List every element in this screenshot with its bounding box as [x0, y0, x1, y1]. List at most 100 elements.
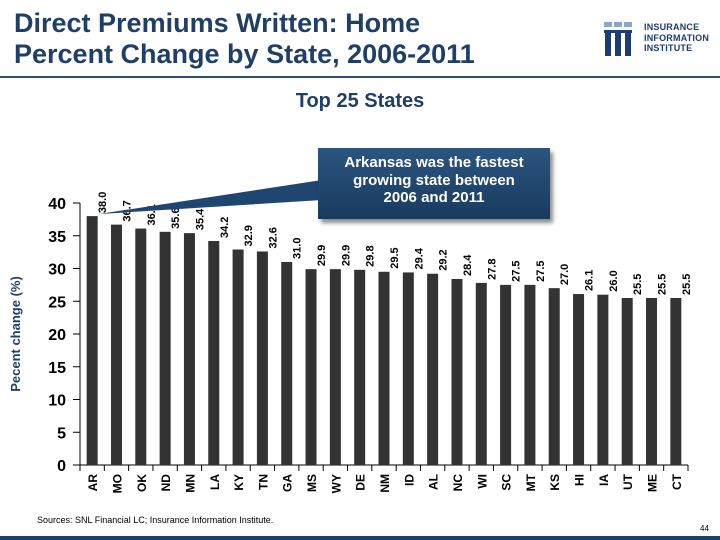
category-label: MS: [305, 474, 319, 492]
value-label: 29.4: [413, 247, 425, 269]
bar-nm: [378, 271, 390, 465]
callout-line-2: growing state between: [353, 171, 515, 189]
iii-logo-icon: [604, 22, 632, 56]
category-label: ME: [646, 474, 660, 492]
title-divider: [0, 76, 720, 78]
category-label: AL: [427, 474, 441, 490]
callout-line-1: Arkansas was the fastest: [344, 154, 524, 171]
bar-ut: [621, 297, 633, 465]
value-label: 29.9: [340, 245, 352, 266]
category-label: UT: [621, 473, 635, 490]
bar-sc: [500, 284, 512, 465]
y-tick-label: 0: [57, 458, 66, 475]
y-axis-title: Pecent change (%): [8, 276, 23, 392]
bar-ky: [232, 249, 244, 465]
value-label: 29.2: [438, 249, 450, 270]
value-label: 27.0: [559, 264, 571, 285]
bar-wi: [475, 282, 487, 465]
value-label: 27.8: [486, 258, 498, 279]
category-label: MT: [524, 473, 538, 491]
y-tick-label: 10: [48, 393, 66, 410]
category-label: LA: [208, 474, 222, 490]
bar-ar: [86, 216, 98, 465]
y-tick-label: 25: [48, 294, 66, 311]
bar-ia: [597, 294, 609, 465]
logo-line-2: INFORMATION: [644, 32, 710, 43]
iii-logo: INSURANCE INFORMATION INSTITUTE: [604, 20, 714, 60]
bar-nc: [451, 278, 463, 465]
value-label: 25.5: [632, 274, 644, 295]
bar-de: [354, 269, 366, 465]
value-label: 29.9: [316, 245, 328, 266]
category-label: WI: [475, 474, 489, 489]
bar-ct: [670, 297, 682, 465]
value-label: 27.5: [535, 260, 547, 281]
bar-id: [402, 272, 414, 465]
bar-ms: [305, 269, 317, 465]
category-label: HI: [573, 474, 587, 486]
bar-ok: [135, 228, 147, 465]
bar-al: [427, 273, 439, 465]
value-label: 38.0: [97, 192, 109, 213]
category-label: DE: [354, 474, 368, 491]
y-tick-label: 20: [48, 327, 66, 344]
category-label: OK: [135, 474, 149, 492]
value-label: 26.1: [584, 270, 596, 291]
value-label: 29.8: [365, 245, 377, 266]
y-tick-label: 5: [57, 425, 66, 442]
bar-wy: [329, 269, 341, 465]
value-label: 27.5: [511, 260, 523, 281]
bar-hi: [573, 294, 585, 465]
page-number: 44: [700, 524, 709, 533]
category-label: ND: [159, 474, 173, 492]
bar-nd: [159, 231, 171, 465]
sources-note: Sources: SNL Financial LC; Insurance Inf…: [37, 515, 274, 525]
category-label: MN: [183, 474, 197, 493]
category-label: CT: [670, 473, 684, 490]
page-title: Direct Premiums Written: Home Percent Ch…: [14, 8, 574, 70]
value-label: 32.9: [243, 225, 255, 246]
logo-wordmark: INSURANCE INFORMATION INSTITUTE: [644, 22, 709, 54]
footer-divider: [0, 536, 720, 540]
bar-mo: [110, 224, 122, 465]
bar-la: [208, 240, 220, 465]
chart-subtitle: Top 25 States: [295, 90, 425, 112]
value-label: 34.2: [219, 217, 231, 238]
callout-box: Arkansas was the fastest growing state b…: [318, 148, 550, 219]
logo-line-3: INSTITUTE: [644, 43, 693, 53]
category-label: IA: [597, 474, 611, 486]
category-label: NC: [451, 474, 465, 492]
value-label: 25.5: [681, 274, 693, 295]
category-label: AR: [86, 474, 100, 492]
bar-ga: [281, 261, 293, 465]
category-label: TN: [256, 474, 270, 490]
bar-mn: [183, 233, 195, 465]
category-label: NM: [378, 474, 392, 493]
bar-tn: [256, 251, 268, 465]
y-tick-label: 15: [48, 360, 66, 377]
callout-line-3: 2006 and 2011: [383, 189, 485, 206]
category-label: KS: [548, 474, 562, 491]
logo-line-1: INSURANCE: [644, 22, 700, 32]
y-tick-label: 40: [48, 196, 66, 213]
bar-mt: [524, 284, 536, 465]
value-label: 29.5: [389, 247, 401, 268]
value-label: 26.0: [608, 270, 620, 291]
category-label: GA: [281, 474, 295, 492]
category-label: MO: [110, 474, 124, 493]
value-label: 31.0: [292, 238, 304, 259]
bar-me: [646, 297, 658, 465]
y-tick-label: 35: [48, 229, 66, 246]
bar-ks: [548, 288, 560, 465]
category-label: ID: [402, 474, 416, 486]
y-tick-label: 30: [48, 262, 66, 279]
category-label: KY: [232, 474, 246, 491]
value-label: 35.4: [194, 208, 206, 230]
title-line-2: Percent Change by State, 2006-2011: [14, 39, 475, 69]
value-label: 25.5: [657, 274, 669, 295]
callout-pointer: [98, 180, 322, 215]
title-line-1: Direct Premiums Written: Home: [14, 8, 421, 38]
value-label: 35.6: [170, 207, 182, 228]
category-label: WY: [329, 474, 343, 493]
